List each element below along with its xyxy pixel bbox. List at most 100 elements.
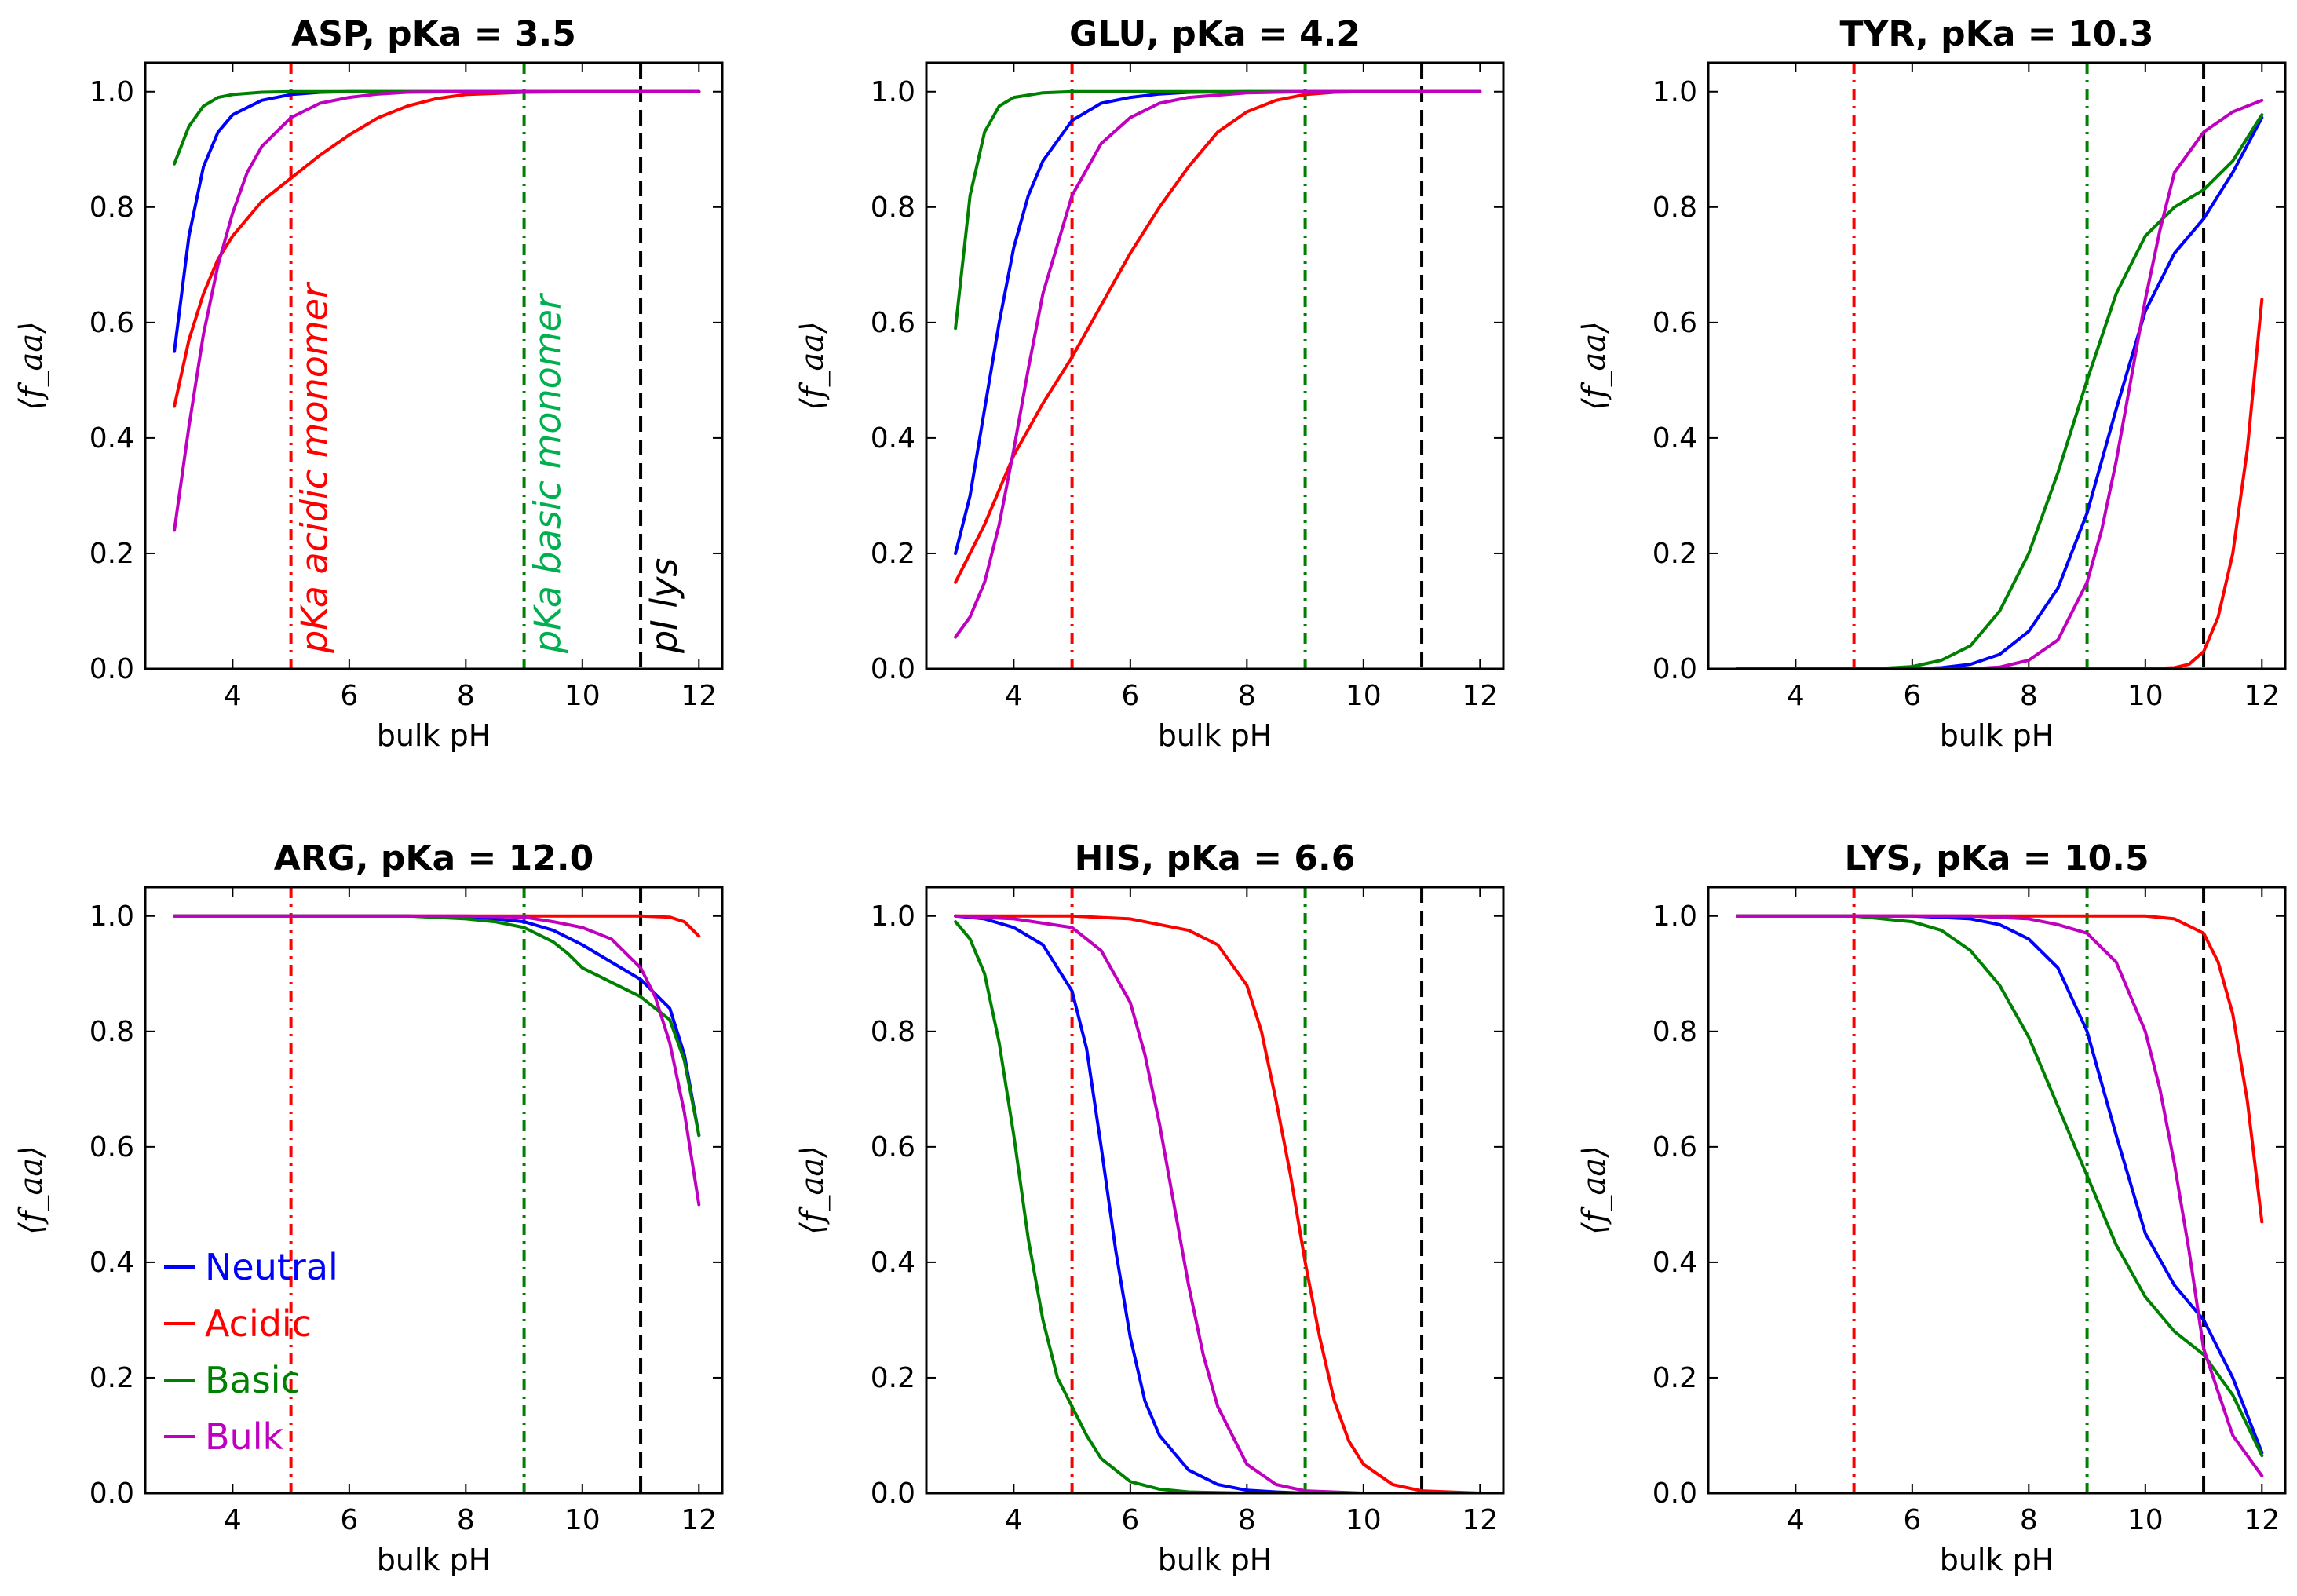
series-group [954, 914, 1482, 1493]
y-tick-label: 0.6 [1652, 307, 1697, 339]
subplot-glu: GLU, pKa = 4.2 4 6 8 10 12 0.0 0.2 0.4 0.6 0.8 1.0 b… [794, 14, 1505, 753]
series-neutral [954, 914, 1482, 1493]
x-axis-label: bulk pH [1940, 718, 2054, 753]
y-tick-label: 0.0 [1652, 653, 1697, 685]
x-tick-label: 10 [2127, 680, 2164, 712]
chart-title: GLU, pKa = 4.2 [1069, 14, 1360, 54]
plot-area [926, 63, 1503, 669]
y-tick-label: 0.2 [89, 1362, 134, 1394]
axes-frame [1707, 61, 2287, 670]
subplot-his: HIS, pKa = 6.6 4 6 8 10 12 0.0 0.2 0.4 0.6 0.8 1.0 b… [794, 838, 1505, 1577]
plot-area [1708, 887, 2285, 1493]
x-tick-label: 4 [1787, 1504, 1805, 1536]
y-tick-label: 0.0 [89, 1477, 134, 1510]
x-axis-label: bulk pH [1158, 718, 1273, 753]
y-axis-label: ⟨f_aa⟩ [13, 1145, 49, 1235]
y-tick-label: 0.6 [89, 1131, 134, 1163]
y-tick-label: 0.8 [89, 192, 134, 224]
x-tick-label: 10 [1346, 1504, 1382, 1536]
series-bulk [954, 89, 1482, 639]
x-tick-label: 10 [2127, 1504, 2164, 1536]
series-basic [173, 914, 701, 1138]
series-group [1736, 914, 2264, 1477]
plot-area [1708, 63, 2285, 669]
series-basic [954, 920, 1482, 1493]
x-tick-label: 8 [1238, 680, 1256, 712]
x-axis-label: bulk pH [1158, 1543, 1273, 1577]
y-tick-label: 1.0 [871, 900, 915, 933]
legend-label-acidic: Acidic [205, 1302, 312, 1345]
annotation-pka-basic-monomer: pKa basic monomer [527, 292, 569, 654]
chart-title: LYS, pKa = 10.5 [1844, 838, 2149, 878]
x-tick-label: 6 [1903, 1504, 1921, 1536]
series-neutral [1736, 914, 2264, 1455]
x-tick-label: 8 [457, 680, 475, 712]
y-tick-label: 0.2 [871, 538, 915, 570]
x-tick-label: 8 [457, 1504, 475, 1536]
axes-frame [144, 886, 724, 1495]
x-tick-label: 10 [564, 680, 601, 712]
y-tick-label: 0.2 [1652, 1362, 1697, 1394]
series-group [173, 914, 701, 1207]
x-tick-label: 10 [564, 1504, 601, 1536]
y-axis-label: ⟨f_aa⟩ [13, 321, 49, 411]
y-axis-label: ⟨f_aa⟩ [1576, 321, 1612, 411]
y-tick-label: 0.4 [1652, 1247, 1697, 1279]
y-tick-label: 0.6 [1652, 1131, 1697, 1163]
series-group [954, 89, 1482, 639]
x-axis-label: bulk pH [1940, 1543, 2054, 1577]
x-tick-label: 6 [1121, 1504, 1139, 1536]
y-tick-label: 0.8 [89, 1016, 134, 1048]
y-tick-label: 0.6 [89, 307, 134, 339]
axes-frame [925, 61, 1505, 670]
x-tick-label: 12 [1462, 680, 1498, 712]
series-bulk [954, 914, 1482, 1493]
x-tick-label: 8 [1238, 1504, 1256, 1536]
series-bulk [1736, 914, 2264, 1477]
x-tick-label: 4 [224, 1504, 242, 1536]
y-tick-label: 1.0 [89, 900, 134, 933]
axes-frame [1707, 886, 2287, 1495]
series-acidic [954, 914, 1482, 1493]
y-tick-label: 0.4 [1652, 422, 1697, 455]
chart-title: HIS, pKa = 6.6 [1075, 838, 1356, 878]
x-tick-label: 6 [340, 680, 358, 712]
series-bulk [1736, 98, 2264, 669]
y-tick-label: 0.2 [1652, 538, 1697, 570]
plot-area [926, 887, 1503, 1493]
x-tick-label: 12 [2244, 680, 2280, 712]
axes-frame [925, 886, 1505, 1495]
series-acidic [1736, 914, 2264, 1224]
chart-title: ARG, pKa = 12.0 [274, 838, 593, 878]
y-tick-label: 0.6 [871, 307, 915, 339]
y-tick-label: 1.0 [1652, 76, 1697, 108]
y-tick-label: 1.0 [871, 76, 915, 108]
y-tick-label: 0.8 [871, 1016, 915, 1048]
y-tick-label: 0.0 [871, 653, 915, 685]
y-tick-label: 0.2 [871, 1362, 915, 1394]
x-axis-label: bulk pH [377, 1543, 491, 1577]
x-tick-label: 8 [2020, 1504, 2038, 1536]
x-tick-label: 4 [1787, 680, 1805, 712]
subplot-tyr: TYR, pKa = 10.3 4 6 8 10 12 0.0 0.2 0.4 0.6 0.8 1.0… [1576, 14, 2287, 753]
y-axis-label: ⟨f_aa⟩ [794, 1145, 831, 1235]
x-tick-label: 6 [1903, 680, 1921, 712]
annotation-pka-acidic-monomer: pKa acidic monomer [294, 281, 336, 654]
x-tick-label: 12 [681, 680, 717, 712]
chart-title: ASP, pKa = 3.5 [291, 14, 576, 54]
annotation-pi-lys: pI lys [643, 558, 685, 654]
x-axis-label: bulk pH [377, 718, 491, 753]
y-tick-label: 1.0 [1652, 900, 1697, 933]
legend-label-bulk: Bulk [205, 1415, 283, 1458]
y-tick-label: 0.8 [871, 192, 915, 224]
x-tick-label: 12 [681, 1504, 717, 1536]
y-tick-label: 0.0 [89, 653, 134, 685]
y-tick-label: 0.0 [1652, 1477, 1697, 1510]
y-tick-label: 0.8 [1652, 1016, 1697, 1048]
y-axis-label: ⟨f_aa⟩ [794, 321, 831, 411]
y-tick-label: 0.4 [871, 422, 915, 455]
x-tick-label: 6 [1121, 680, 1139, 712]
legend-label-neutral: Neutral [205, 1246, 338, 1288]
y-tick-label: 0.4 [89, 1247, 134, 1279]
